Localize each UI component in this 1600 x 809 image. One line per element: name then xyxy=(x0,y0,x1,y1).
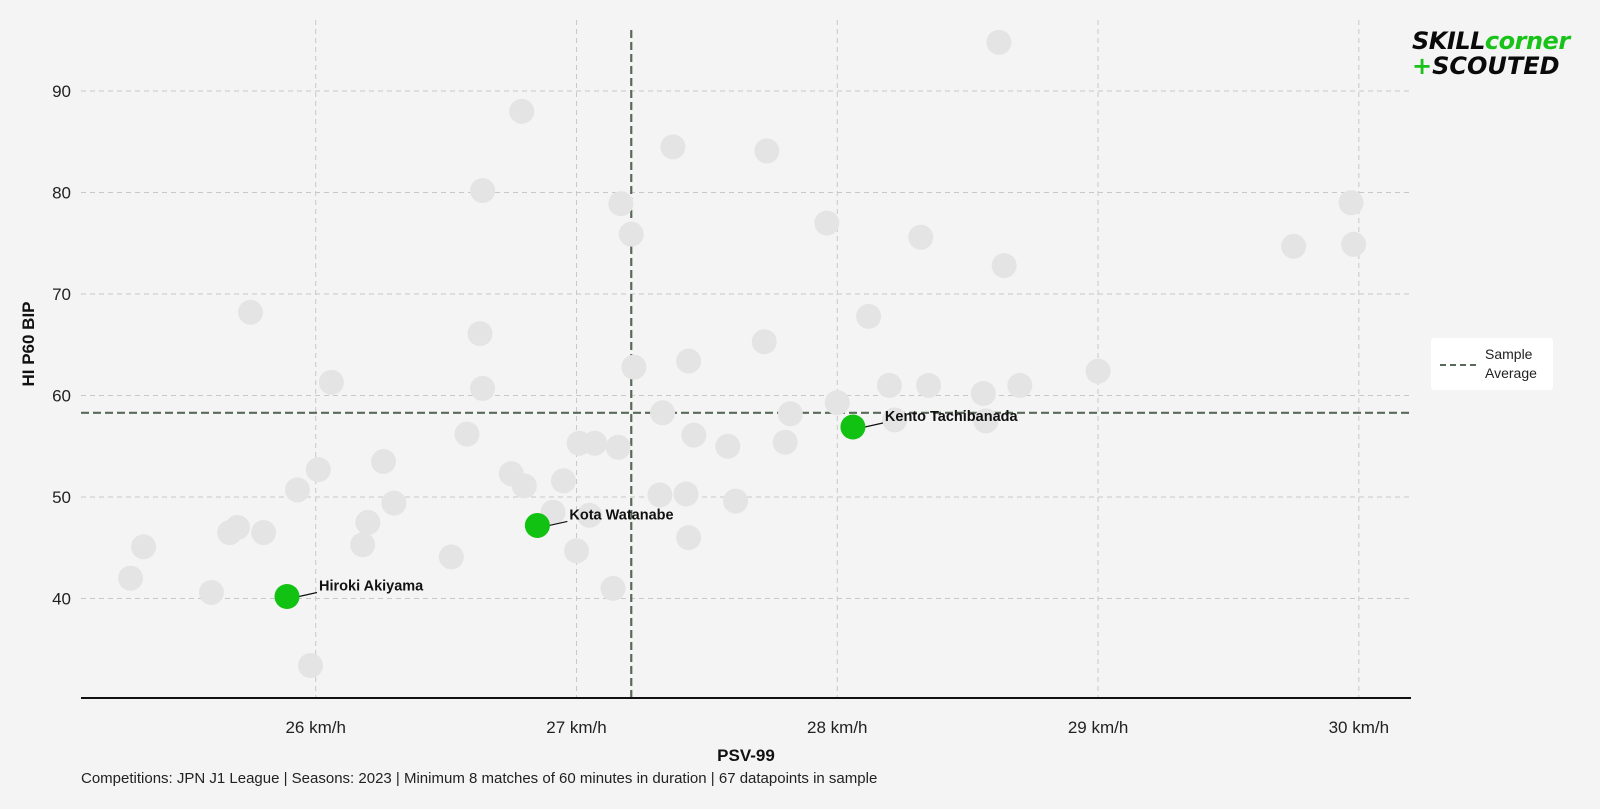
sample-point xyxy=(751,329,777,355)
sample-point xyxy=(970,381,996,407)
player-label-leader-line xyxy=(864,422,884,428)
sample-point xyxy=(577,502,603,528)
legend: Sample Average xyxy=(1431,338,1553,390)
legend-dashed-line-icon xyxy=(1440,364,1476,366)
legend-label: Sample Average xyxy=(1485,346,1537,381)
logo-text-scouted: SCOUTED xyxy=(1432,52,1560,80)
sample-point xyxy=(856,303,882,329)
y-tick-label: 70 xyxy=(52,285,71,304)
sample-point xyxy=(118,565,144,591)
sample-point xyxy=(973,408,999,434)
sample-point xyxy=(676,525,702,551)
y-tick-label: 50 xyxy=(52,488,71,507)
sample-point xyxy=(772,429,798,455)
footnote: Competitions: JPN J1 League | Seasons: 2… xyxy=(81,770,878,787)
sample-point xyxy=(198,579,224,605)
sample-point xyxy=(814,210,840,236)
sample-point xyxy=(605,434,631,460)
sample-point xyxy=(715,433,741,459)
sample-point xyxy=(681,422,707,448)
sample-point xyxy=(550,468,576,494)
axes: 26 km/h 27 km/h 28 km/h 29 km/h 30 km/h 40 50 6… xyxy=(52,82,1411,737)
sample-point xyxy=(621,354,647,380)
x-tick-label: 26 km/h xyxy=(285,718,345,737)
sample-point xyxy=(647,482,673,508)
sample-point xyxy=(608,191,634,217)
highlighted-player-point xyxy=(524,512,550,538)
player-label-leader-line xyxy=(549,520,568,527)
player-label: Kota Watanabe xyxy=(569,507,673,523)
y-tick-label: 80 xyxy=(52,184,71,203)
sample-point xyxy=(600,575,626,601)
sample-point xyxy=(438,544,464,570)
sample-point xyxy=(986,29,1012,55)
sample-point xyxy=(1341,231,1367,257)
sample-point xyxy=(284,477,310,503)
sample-point xyxy=(371,449,397,475)
player-label: Hiroki Akiyama xyxy=(319,579,424,595)
sample-point xyxy=(509,98,535,124)
player-label-leader-line xyxy=(298,591,318,598)
sample-point xyxy=(882,407,908,433)
sample-point xyxy=(238,299,264,325)
highlighted-player-point xyxy=(274,584,300,610)
y-tick-label: 40 xyxy=(52,590,71,609)
player-label: Kento Tachibanada xyxy=(885,409,1019,425)
x-axis-title: PSV-99 xyxy=(717,746,775,765)
sample-point xyxy=(916,372,942,398)
sample-point xyxy=(582,430,608,456)
logo-plus-icon: + xyxy=(1412,52,1433,80)
y-tick-label: 90 xyxy=(52,82,71,101)
sample-point xyxy=(1281,233,1307,259)
sample-point xyxy=(618,221,644,247)
sample-points xyxy=(118,29,1367,679)
sample-point xyxy=(131,534,157,560)
sample-point xyxy=(777,401,803,427)
sample-point xyxy=(673,481,699,507)
sample-point xyxy=(318,369,344,395)
sample-point xyxy=(991,253,1017,279)
logo-text-corner: corner xyxy=(1484,27,1570,55)
sample-point xyxy=(355,509,381,535)
x-tick-label: 28 km/h xyxy=(807,718,867,737)
sample-point xyxy=(470,178,496,204)
sample-point xyxy=(467,321,493,347)
sample-point xyxy=(908,224,934,250)
sample-point xyxy=(876,372,902,398)
highlighted-player-point xyxy=(840,414,866,440)
sample-point xyxy=(1007,372,1033,398)
sample-average-lines xyxy=(81,30,1411,698)
x-tick-label: 29 km/h xyxy=(1068,718,1128,737)
sample-point xyxy=(723,488,749,514)
sample-point xyxy=(251,520,277,546)
y-axis-title: HI P60 BIP xyxy=(19,301,38,386)
sample-point xyxy=(824,390,850,416)
y-tick-label: 60 xyxy=(52,387,71,406)
sample-point xyxy=(350,532,376,558)
sample-point xyxy=(1085,358,1111,384)
sample-point xyxy=(676,348,702,374)
logo-text-skill: SKILL xyxy=(1412,27,1485,55)
sample-point xyxy=(454,421,480,447)
sample-point xyxy=(470,375,496,401)
grid-lines xyxy=(81,20,1411,698)
sample-point xyxy=(305,457,331,483)
sample-point xyxy=(217,520,243,546)
sample-point xyxy=(563,538,589,564)
sample-point xyxy=(660,134,686,160)
sample-point xyxy=(297,653,323,679)
sample-point xyxy=(754,138,780,164)
sample-point xyxy=(1338,190,1364,216)
sample-point xyxy=(381,490,407,516)
x-tick-label: 27 km/h xyxy=(546,718,606,737)
sample-point xyxy=(511,473,537,499)
sample-point xyxy=(650,400,676,426)
highlighted-players: Hiroki Akiyama Kota Watanabe Kento Tachiba… xyxy=(274,409,1019,610)
x-tick-label: 30 km/h xyxy=(1329,718,1389,737)
skillcorner-scouted-logo: SKILLcorner +SCOUTED xyxy=(1412,27,1572,80)
